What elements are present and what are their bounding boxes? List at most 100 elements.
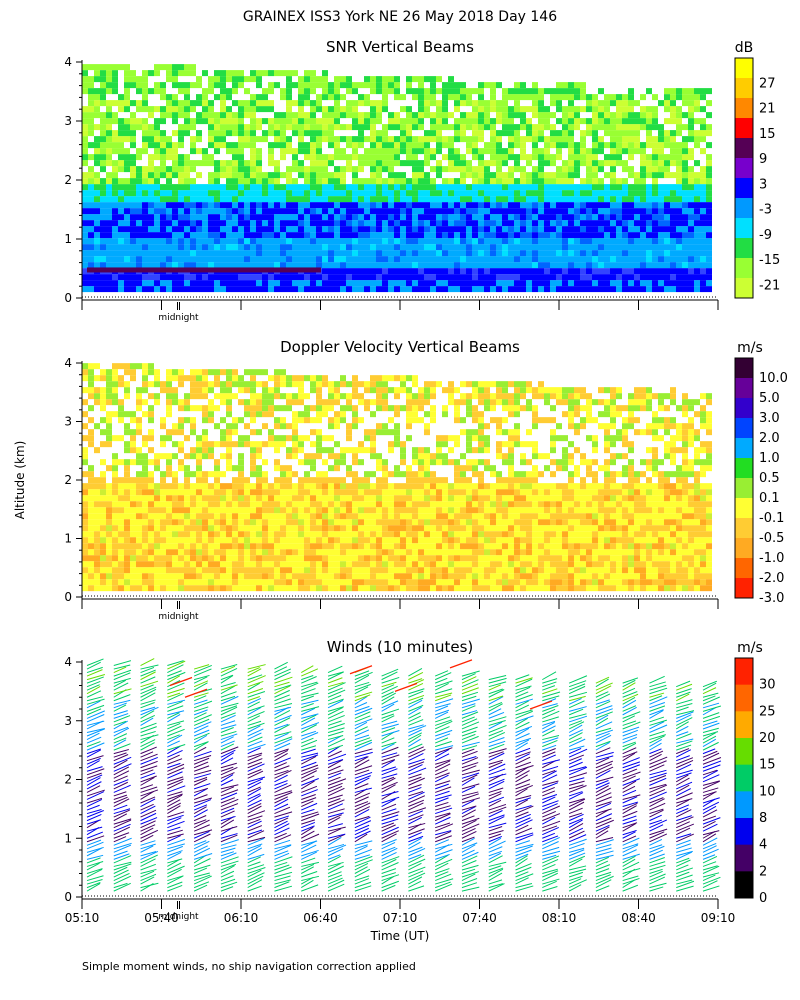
- doppler-cell: [118, 477, 124, 484]
- snr-cell: [172, 202, 178, 209]
- doppler-cell: [160, 519, 166, 526]
- snr-cell: [124, 130, 130, 137]
- doppler-cell: [196, 459, 202, 466]
- snr-cell: [562, 94, 568, 101]
- snr-cell: [436, 142, 442, 149]
- snr-cell: [520, 154, 526, 161]
- snr-cell: [538, 232, 544, 239]
- doppler-cell: [304, 459, 310, 466]
- snr-cell: [364, 244, 370, 251]
- doppler-cell: [292, 519, 298, 526]
- snr-cell: [232, 190, 238, 197]
- snr-cell: [184, 214, 190, 221]
- snr-cell: [154, 148, 160, 155]
- footer-note: Simple moment winds, no ship navigation …: [82, 960, 416, 973]
- doppler-cell: [286, 495, 292, 502]
- snr-cell: [106, 202, 112, 209]
- snr-cell: [616, 148, 622, 155]
- snr-cell: [454, 208, 460, 215]
- snr-cell: [148, 232, 154, 239]
- doppler-cell: [268, 375, 274, 382]
- doppler-cell: [208, 513, 214, 520]
- snr-cell: [544, 226, 550, 233]
- snr-cell: [118, 160, 124, 167]
- snr-cell: [178, 136, 184, 143]
- doppler-cell: [256, 525, 262, 532]
- snr-cell: [580, 130, 586, 137]
- snr-cell: [94, 232, 100, 239]
- snr-cell: [700, 136, 706, 143]
- snr-cell: [676, 142, 682, 149]
- snr-cell: [580, 94, 586, 101]
- snr-cell: [346, 202, 352, 209]
- snr-cell: [430, 232, 436, 239]
- snr-cell: [136, 118, 142, 125]
- snr-cell: [286, 136, 292, 143]
- doppler-cell: [286, 573, 292, 580]
- snr-cell: [670, 220, 676, 227]
- snr-cell: [550, 154, 556, 161]
- snr-cell: [646, 214, 652, 221]
- snr-cell: [118, 124, 124, 131]
- snr-cell: [358, 244, 364, 251]
- snr-cell: [118, 238, 124, 245]
- doppler-cell: [88, 573, 94, 580]
- snr-cell: [682, 238, 688, 245]
- snr-cell: [280, 136, 286, 143]
- snr-cell: [286, 82, 292, 89]
- snr-cell: [616, 208, 622, 215]
- snr-cell: [88, 118, 94, 125]
- snr-cell: [340, 94, 346, 101]
- snr-cell: [556, 196, 562, 203]
- snr-cell: [658, 124, 664, 131]
- snr-cell: [448, 214, 454, 221]
- snr-cell: [286, 256, 292, 263]
- snr-cell: [124, 70, 130, 77]
- snr-cell: [376, 262, 382, 269]
- snr-cell: [142, 202, 148, 209]
- doppler-cell: [148, 531, 154, 538]
- doppler-cell: [136, 513, 142, 520]
- snr-cell: [298, 94, 304, 101]
- snr-cell: [658, 154, 664, 161]
- snr-cell: [154, 118, 160, 125]
- snr-cell: [604, 280, 610, 287]
- doppler-cell: [220, 483, 226, 490]
- doppler-cell: [100, 519, 106, 526]
- snr-cell: [178, 232, 184, 239]
- snr-cell: [153, 267, 159, 273]
- doppler-cell: [154, 399, 160, 406]
- snr-cell: [196, 190, 202, 197]
- snr-cell: [166, 106, 172, 113]
- snr-cell: [130, 178, 136, 185]
- doppler-cell: [328, 495, 334, 502]
- snr-cell: [610, 124, 616, 131]
- doppler-cell: [280, 561, 286, 568]
- snr-cell: [370, 130, 376, 137]
- doppler-cell: [172, 579, 178, 586]
- snr-cell: [520, 268, 526, 275]
- doppler-cell: [340, 483, 346, 490]
- snr-cell: [352, 124, 358, 131]
- snr-cell: [454, 220, 460, 227]
- doppler-cell: [118, 495, 124, 502]
- snr-cell: [148, 196, 154, 203]
- snr-cell: [532, 94, 538, 101]
- snr-cell: [550, 256, 556, 263]
- doppler-cell: [220, 555, 226, 562]
- snr-cell: [448, 166, 454, 173]
- snr-cell: [370, 220, 376, 227]
- doppler-cell: [364, 429, 370, 436]
- snr-cell: [136, 88, 142, 95]
- snr-cell: [532, 232, 538, 239]
- doppler-cell: [250, 501, 256, 508]
- snr-cell: [286, 226, 292, 233]
- snr-cell: [658, 262, 664, 269]
- doppler-cell: [316, 537, 322, 544]
- doppler-cell: [298, 567, 304, 574]
- snr-cell: [340, 82, 346, 89]
- snr-cell: [82, 232, 88, 239]
- snr-cell: [316, 154, 322, 161]
- snr-cell: [646, 262, 652, 269]
- doppler-cell: [370, 375, 376, 382]
